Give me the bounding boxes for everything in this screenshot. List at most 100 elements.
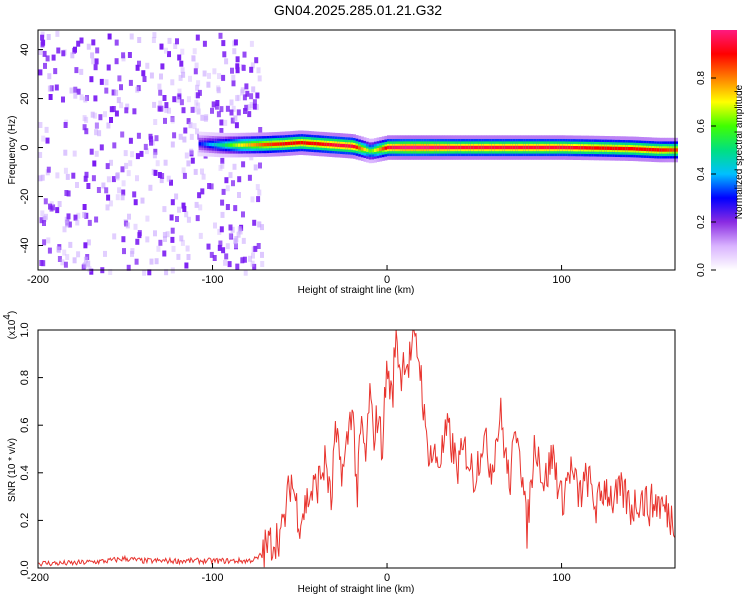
noise-cell [194,62,199,69]
band-cell [287,141,291,146]
noise-cell [42,50,47,57]
noise-cell [63,149,68,156]
noise-cell [44,126,49,133]
band-cell [470,145,474,150]
noise-cell [194,201,199,208]
band-cell [444,145,448,150]
noise-cell [191,55,196,62]
band-cell [457,145,461,150]
noise-cell [41,260,46,267]
noise-cell [64,190,69,196]
band-cell [264,142,267,147]
noise-cell [89,76,94,83]
noise-cell [117,75,122,82]
band-cell [502,145,506,150]
noise-cell [243,108,247,114]
noise-cell [75,182,79,188]
band-cell [661,148,665,152]
noise-cell [70,52,75,59]
noise-cell [64,216,69,223]
noise-cell [206,243,211,250]
noise-cell [132,108,137,115]
noise-cell [142,269,147,276]
noise-cell [195,34,200,41]
noise-cell [192,123,197,130]
noise-cell [194,99,199,106]
noise-cell [63,167,68,174]
noise-cell [128,137,133,144]
noise-cell [177,88,182,95]
noise-cell [73,86,78,93]
noise-cell [124,107,129,114]
noise-cell [198,232,203,239]
noise-cell [159,43,164,50]
noise-cell [235,263,240,270]
band-cell [253,143,257,147]
band-cell [232,143,236,147]
noise-cell [233,205,238,212]
noise-cell [125,103,130,110]
noise-cell [44,213,48,220]
band-cell [387,145,390,150]
x-tick-label: -100 [202,274,224,286]
band-cell [546,145,550,150]
noise-cell [224,177,229,184]
band-cell [531,145,534,150]
noise-cell [95,47,100,54]
snr-series-line [38,329,676,568]
noise-cell [119,102,124,109]
noise-cell [257,75,262,82]
y-tick-label: 0.6 [19,418,31,433]
noise-cell [115,172,120,179]
noise-cell [39,217,44,224]
noise-cell [232,163,237,170]
noise-cell [170,199,175,206]
noise-cell [257,221,262,228]
noise-cell [170,79,175,86]
noise-cell [154,135,159,142]
band-cell [358,146,362,150]
noise-cell [40,31,45,38]
noise-cell [159,177,164,184]
noise-cell [180,48,185,55]
noise-cell [193,168,198,175]
band-cell [324,142,328,147]
noise-cell [89,268,94,275]
noise-cell [196,108,201,115]
noise-cell [218,164,223,171]
noise-cell [179,99,184,106]
noise-cell [251,86,256,93]
noise-cell [162,95,167,101]
noise-cell [145,215,150,222]
noise-cell [45,55,50,62]
noise-cell [225,204,230,210]
band-cell [473,145,477,150]
noise-cell [216,85,221,92]
noise-cell [54,84,59,91]
band-cell [625,146,629,151]
noise-cell [177,206,181,213]
noise-cell [79,94,84,101]
noise-cell [249,40,254,47]
noise-cell [173,43,178,49]
noise-cell [90,111,95,118]
band-cell [463,145,466,150]
noise-cell [55,172,60,179]
band-cell [544,145,548,150]
noise-cell [251,252,255,259]
band-cell [394,145,398,150]
noise-cell [216,87,221,94]
noise-cell [124,162,129,169]
band-cell [452,145,456,150]
noise-cell [249,102,254,108]
band-cell [316,142,320,146]
noise-cell [177,54,182,61]
noise-cell [206,81,211,88]
colorbar-tick-label: 0.4 [696,167,707,181]
noise-cell [195,84,200,91]
noise-cell [175,38,179,45]
noise-cell [95,122,99,129]
snr-frame [37,329,676,569]
band-cell [497,145,500,150]
band-cell [491,145,495,150]
